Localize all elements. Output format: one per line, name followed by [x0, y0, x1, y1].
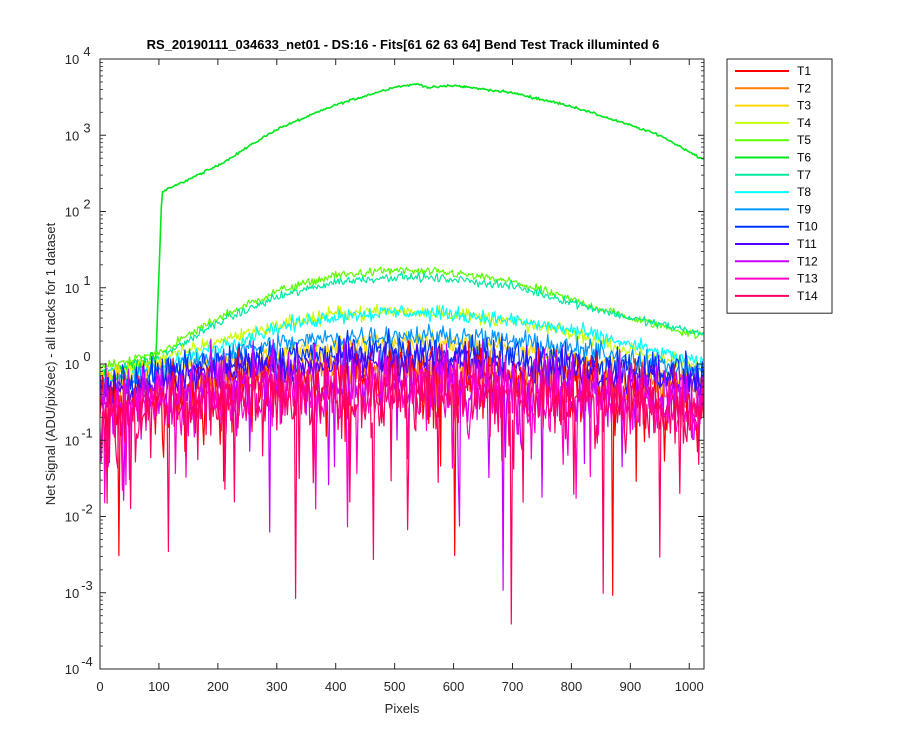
y-tick-exponent: -4 [81, 654, 93, 669]
x-tick-label: 500 [384, 679, 406, 694]
legend-label-t10: T10 [797, 220, 818, 234]
y-axis-label: Net Signal (ADU/pix/sec) - all tracks fo… [43, 222, 58, 505]
y-tick-exponent: -2 [81, 502, 93, 517]
x-tick-label: 100 [148, 679, 170, 694]
y-tick-label: 10 [65, 357, 79, 372]
legend-label-t9: T9 [797, 202, 811, 216]
y-tick-exponent: -1 [81, 425, 93, 440]
x-tick-label: 1000 [675, 679, 704, 694]
legend-label-t13: T13 [797, 272, 818, 286]
legend-box [726, 58, 833, 314]
legend-label-t2: T2 [797, 81, 811, 95]
series-line-t4 [99, 303, 704, 382]
y-tick-exponent: 1 [83, 273, 90, 288]
y-tick-label: 10 [65, 281, 79, 296]
y-tick-label: 10 [65, 52, 79, 67]
x-axis-label: Pixels [385, 701, 420, 716]
y-tick-label: 10 [65, 128, 79, 143]
y-tick-label: 10 [65, 433, 79, 448]
y-tick-label: 10 [65, 662, 79, 677]
series-line-t10 [99, 328, 704, 405]
series-line-t14 [99, 356, 704, 625]
chart-title: RS_20190111_034633_net01 - DS:16 - Fits[… [147, 37, 660, 52]
series-line-t6 [99, 83, 704, 381]
legend-label-t11: T11 [797, 237, 817, 251]
x-tick-label: 900 [619, 679, 641, 694]
legend-label-t8: T8 [797, 185, 811, 199]
legend: T1 T2 T3 T4 T5 T6 T7 T8 T9 T10 T11 T12 T13 T14 [726, 58, 833, 314]
x-tick-label: 400 [325, 679, 347, 694]
legend-label-t12: T12 [797, 254, 818, 268]
legend-label-t3: T3 [797, 99, 811, 113]
legend-label-t1: T1 [797, 64, 811, 78]
x-tick-label: 700 [502, 679, 524, 694]
y-tick-exponent: 0 [83, 349, 90, 364]
y-tick-label: 10 [65, 205, 79, 220]
x-tick-label: 600 [443, 679, 465, 694]
x-tick-label: 800 [561, 679, 583, 694]
legend-label-t14: T14 [797, 289, 818, 303]
y-tick-exponent: 2 [83, 197, 90, 212]
x-tick-label: 200 [207, 679, 229, 694]
legend-label-t6: T6 [797, 151, 811, 165]
y-tick-exponent: 4 [83, 44, 90, 59]
x-axis: 0 100 200 300 400 500 600 700 800 900 1000 [96, 59, 704, 694]
x-tick-label: 0 [96, 679, 103, 694]
series-line-t12 [99, 337, 704, 591]
series-line-t11 [99, 340, 704, 408]
legend-label-t4: T4 [797, 116, 811, 130]
series-line-t7 [99, 271, 704, 375]
series-line-t9 [99, 323, 704, 393]
series-layer [99, 83, 704, 625]
legend-label-t7: T7 [797, 168, 811, 182]
x-tick-label: 300 [266, 679, 288, 694]
y-tick-exponent: 3 [83, 120, 90, 135]
y-tick-exponent: -3 [81, 578, 93, 593]
y-tick-label: 10 [65, 586, 79, 601]
legend-label-t5: T5 [797, 133, 811, 147]
y-tick-label: 10 [65, 510, 79, 525]
